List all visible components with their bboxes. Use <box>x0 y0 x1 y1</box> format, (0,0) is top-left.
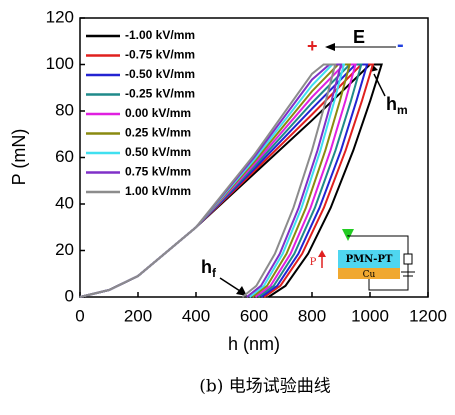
y-tick-label: 80 <box>55 100 74 119</box>
legend-label: 0.00 kV/mm <box>125 106 191 120</box>
annotation: hf <box>201 257 217 280</box>
annotation: PMN-PT <box>346 254 393 265</box>
annotation-text: PMN-PT <box>346 254 393 265</box>
series-line <box>79 63 337 298</box>
annotation-text: E <box>353 27 365 47</box>
y-tick-label: 100 <box>46 54 74 73</box>
annotation: - <box>397 34 404 56</box>
legend-label: 0.50 kV/mm <box>125 145 191 159</box>
y-tick-label: 40 <box>55 193 74 212</box>
inset <box>318 229 415 291</box>
annotation: + <box>307 36 318 56</box>
x-tick-label: 800 <box>298 306 326 325</box>
y-tick-label: 60 <box>55 147 74 166</box>
annotation: hm <box>386 94 408 117</box>
arrow-head <box>318 250 326 257</box>
y-axis-label: P (mN) <box>9 129 29 186</box>
legend-label: 0.25 kV/mm <box>125 126 191 140</box>
x-tick-label: 0 <box>75 306 84 325</box>
legend-label: -0.25 kV/mm <box>125 87 195 101</box>
x-tick-label: 600 <box>240 306 268 325</box>
x-tick-label: 1000 <box>351 306 389 325</box>
cu-layer <box>338 268 400 279</box>
legend-label: 0.75 kV/mm <box>125 165 191 179</box>
y-tick-label: 20 <box>55 240 74 259</box>
x-tick-label: 400 <box>182 306 210 325</box>
x-axis-label: h (nm) <box>228 334 280 354</box>
legend-label: -0.75 kV/mm <box>125 48 195 62</box>
pmn-layer <box>338 250 400 268</box>
arrow-head <box>325 43 335 51</box>
resistor <box>403 253 413 265</box>
annotation: Cu <box>363 270 376 280</box>
annotation-text: h <box>201 257 212 277</box>
x-tick-label: 200 <box>124 306 152 325</box>
annotation: E <box>353 27 365 47</box>
annotation-text: h <box>386 94 397 114</box>
annotation-text: + <box>307 36 318 56</box>
legend-label: 1.00 kV/mm <box>125 184 191 198</box>
hm-arrow <box>373 73 386 97</box>
annotation-text: P <box>310 257 317 268</box>
annotation-text: - <box>397 34 404 56</box>
legend-label: -1.00 kV/mm <box>125 28 195 42</box>
legend-label: -0.50 kV/mm <box>125 67 195 81</box>
annotation-text: Cu <box>363 270 376 280</box>
hf-arrow <box>219 277 241 292</box>
caption: (b) 电场试验曲线 <box>199 377 331 397</box>
y-tick-label: 0 <box>65 286 74 305</box>
annotation-sub: f <box>212 266 217 280</box>
annotation: P <box>310 257 317 268</box>
arrow-head <box>236 286 247 296</box>
x-tick-label: 1200 <box>409 306 447 325</box>
annotation-sub: m <box>397 103 408 117</box>
y-tick-label: 120 <box>46 7 74 26</box>
